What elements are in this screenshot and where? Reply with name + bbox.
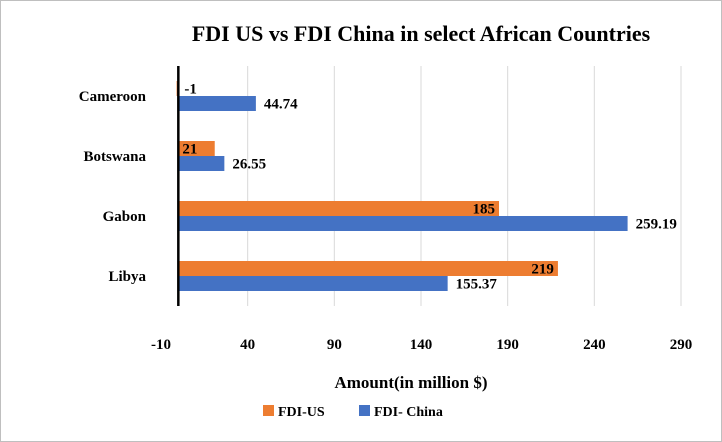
data-label: -1 xyxy=(184,82,197,98)
category-label: Libya xyxy=(108,269,146,285)
data-label: 155.37 xyxy=(456,277,498,293)
data-label: 219 xyxy=(531,262,554,278)
x-tick-label: 90 xyxy=(327,337,342,353)
category-axis: Cameroon Botswana Gabon Libya xyxy=(79,66,180,306)
data-labels: -1 44.74 21 26.55 185 259.19 219 155.37 xyxy=(182,82,677,293)
bar xyxy=(178,201,500,216)
chart-title: FDI US vs FDI China in select African Co… xyxy=(192,21,651,46)
data-label: 185 xyxy=(473,202,496,218)
category-label: Cameroon xyxy=(79,89,147,105)
bar xyxy=(178,216,628,231)
x-tick-label: 40 xyxy=(240,337,255,353)
legend: FDI-US FDI- China xyxy=(263,405,443,420)
data-label: 26.55 xyxy=(232,157,266,173)
data-label: 21 xyxy=(182,142,197,158)
x-tick-label: -10 xyxy=(151,337,171,353)
category-label: Gabon xyxy=(103,209,147,225)
x-tick-label: 240 xyxy=(583,337,606,353)
value-axis: -10 40 90 140 190 240 290 xyxy=(151,337,692,353)
category-label: Botswana xyxy=(83,149,146,165)
legend-label: FDI-US xyxy=(278,405,325,420)
legend-swatch xyxy=(359,405,370,416)
data-label: 259.19 xyxy=(636,217,677,233)
bar xyxy=(178,261,558,276)
bar xyxy=(178,156,225,171)
bar xyxy=(178,141,215,156)
legend-label: FDI- China xyxy=(374,405,443,420)
bars xyxy=(176,81,628,291)
bar xyxy=(178,276,448,291)
data-label: 44.74 xyxy=(264,97,298,113)
x-tick-label: 290 xyxy=(670,337,693,353)
legend-swatch xyxy=(263,405,274,416)
bar xyxy=(178,96,256,111)
x-axis-title: Amount(in million $) xyxy=(334,373,487,392)
x-tick-label: 190 xyxy=(496,337,519,353)
x-tick-label: 140 xyxy=(410,337,433,353)
